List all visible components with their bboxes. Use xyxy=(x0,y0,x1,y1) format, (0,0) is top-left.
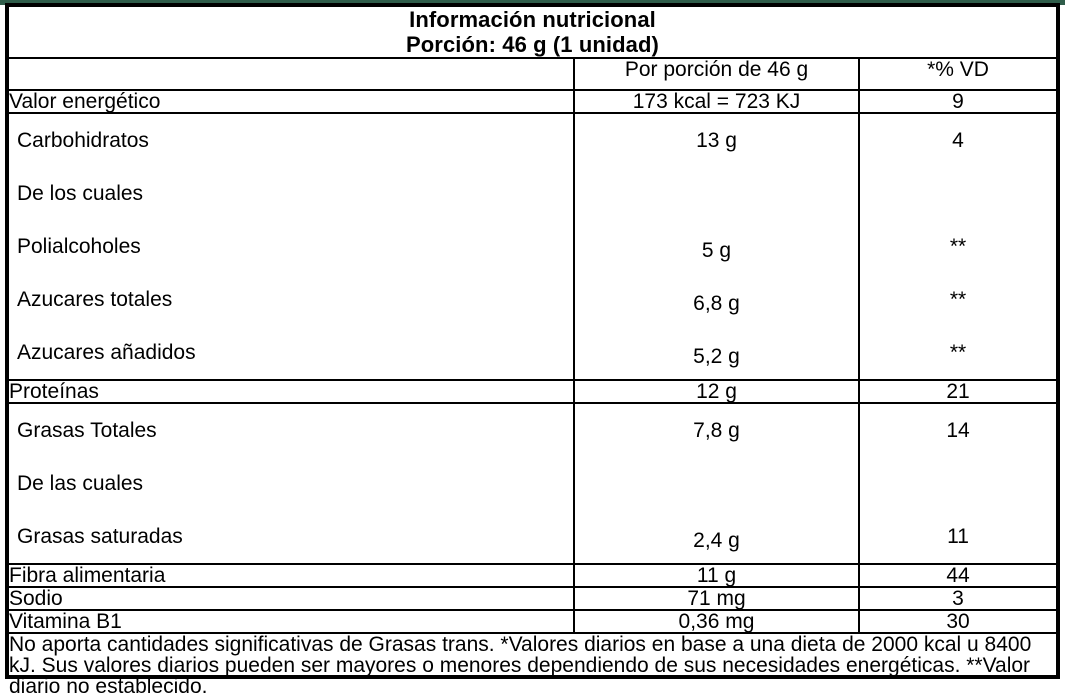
nutrient-vd-proteinas: 21 xyxy=(858,379,1056,404)
table-row-sodium: Sodio 71 mg 3 xyxy=(9,586,1056,611)
nutrient-value-fibra: 11 g xyxy=(573,563,860,588)
nutrient-value-energy: 173 kcal = 723 KJ xyxy=(573,89,860,114)
nutrient-value-sodio: 71 mg xyxy=(573,586,860,611)
nutrient-name-grasas-saturadas: Grasas saturadas xyxy=(17,525,183,548)
top-background-strip xyxy=(0,0,1065,5)
nutrient-value-de-las-cuales xyxy=(575,457,858,510)
nutrient-name-polialcoholes: Polialcoholes xyxy=(17,235,141,258)
nutrient-value-de-los-cuales xyxy=(575,167,858,220)
fats-name-list: Grasas Totales De las cuales Grasas satu… xyxy=(9,404,573,563)
nutrient-value-azucares-totales: 6,8 g xyxy=(693,292,740,315)
nutrient-name-azucares-anadidos: Azucares añadidos xyxy=(17,341,196,364)
nutrient-vd-carbohidratos: 4 xyxy=(952,129,964,152)
carbohydrates-values-cell: 13 g 5 g 6,8 g 5,2 g xyxy=(574,112,860,381)
title-line-1: Información nutricional xyxy=(409,7,656,32)
nutrient-name-carbohidratos: Carbohidratos xyxy=(17,129,149,152)
nutrient-vd-grasas-saturadas: 11 xyxy=(947,525,969,548)
header-per-portion: Por porción de 46 g xyxy=(573,57,860,91)
nutrient-vd-azucares-totales: ** xyxy=(949,288,967,311)
nutrient-vd-polialcoholes: ** xyxy=(949,235,967,258)
nutrient-vd-fibra: 44 xyxy=(858,563,1056,588)
header-daily-value: *% VD xyxy=(858,57,1056,91)
nutrient-name-sodio: Sodio xyxy=(9,586,575,611)
nutrient-name-de-los-cuales: De los cuales xyxy=(17,182,144,205)
table-row-carbohydrates-group: Carbohidratos De los cuales Polialcohole… xyxy=(9,112,1056,381)
carbohydrates-vd-list: 4 ** ** ** xyxy=(860,114,1056,379)
nutrient-vd-vitamina-b1: 30 xyxy=(858,609,1056,634)
carbohydrates-names-cell: Carbohidratos De los cuales Polialcohole… xyxy=(9,112,575,381)
table-row-energy: Valor energético 173 kcal = 723 KJ 9 xyxy=(9,89,1056,114)
table-row-vitamin-b1: Vitamina B1 0,36 mg 30 xyxy=(9,609,1056,634)
title-row: Información nutricional Porción: 46 g (1… xyxy=(9,7,1056,59)
nutrient-vd-energy: 9 xyxy=(858,89,1056,114)
fats-vd-list: 14 11 xyxy=(860,404,1056,563)
fats-names-cell: Grasas Totales De las cuales Grasas satu… xyxy=(9,402,575,565)
nutrition-table: Información nutricional Porción: 46 g (1… xyxy=(9,7,1056,697)
nutrient-vd-de-los-cuales xyxy=(860,167,1056,220)
nutrient-value-polialcoholes: 5 g xyxy=(701,239,732,262)
carbohydrates-value-list: 13 g 5 g 6,8 g 5,2 g xyxy=(575,114,858,379)
nutrient-value-carbohidratos: 13 g xyxy=(696,129,737,152)
nutrition-facts-label: Información nutricional Porción: 46 g (1… xyxy=(5,3,1060,697)
nutrient-value-grasas-saturadas: 2,4 g xyxy=(693,529,740,552)
footnote-text: No aporta cantidades significativas de G… xyxy=(9,632,1056,697)
nutrient-vd-de-las-cuales xyxy=(860,457,1056,510)
nutrient-value-proteinas: 12 g xyxy=(573,379,860,404)
nutrient-name-de-las-cuales: De las cuales xyxy=(17,472,144,495)
nutrient-name-energy: Valor energético xyxy=(9,89,575,114)
nutrient-value-azucares-anadidos: 5,2 g xyxy=(693,345,740,368)
fats-values-cell: 7,8 g 2,4 g xyxy=(574,402,860,565)
table-row-fiber: Fibra alimentaria 11 g 44 xyxy=(9,563,1056,588)
nutrient-name-azucares-totales: Azucares totales xyxy=(17,288,173,311)
title-line-2: Porción: 46 g (1 unidad) xyxy=(406,32,659,57)
nutrient-vd-grasas-totales: 14 xyxy=(946,419,970,442)
footnote-row: No aporta cantidades significativas de G… xyxy=(9,632,1056,697)
nutrient-value-grasas-totales: 7,8 g xyxy=(693,419,740,442)
nutrient-name-grasas-totales: Grasas Totales xyxy=(17,419,157,442)
nutrient-name-vitamina-b1: Vitamina B1 xyxy=(9,609,575,634)
label-title: Información nutricional Porción: 46 g (1… xyxy=(9,7,1056,59)
carbohydrates-vd-cell: 4 ** ** ** xyxy=(859,112,1056,381)
nutrient-vd-sodio: 3 xyxy=(858,586,1056,611)
nutrient-value-vitamina-b1: 0,36 mg xyxy=(573,609,860,634)
header-name-column xyxy=(9,57,575,91)
fats-value-list: 7,8 g 2,4 g xyxy=(575,404,858,563)
carbohydrates-name-list: Carbohidratos De los cuales Polialcohole… xyxy=(9,114,573,379)
table-row-protein: Proteínas 12 g 21 xyxy=(9,379,1056,404)
nutrient-name-fibra: Fibra alimentaria xyxy=(9,563,575,588)
table-row-fats-group: Grasas Totales De las cuales Grasas satu… xyxy=(9,402,1056,565)
fats-vd-cell: 14 11 xyxy=(859,402,1056,565)
nutrient-vd-azucares-anadidos: ** xyxy=(949,341,967,364)
nutrient-name-proteinas: Proteínas xyxy=(9,379,575,404)
column-header-row: Por porción de 46 g *% VD xyxy=(9,57,1056,91)
